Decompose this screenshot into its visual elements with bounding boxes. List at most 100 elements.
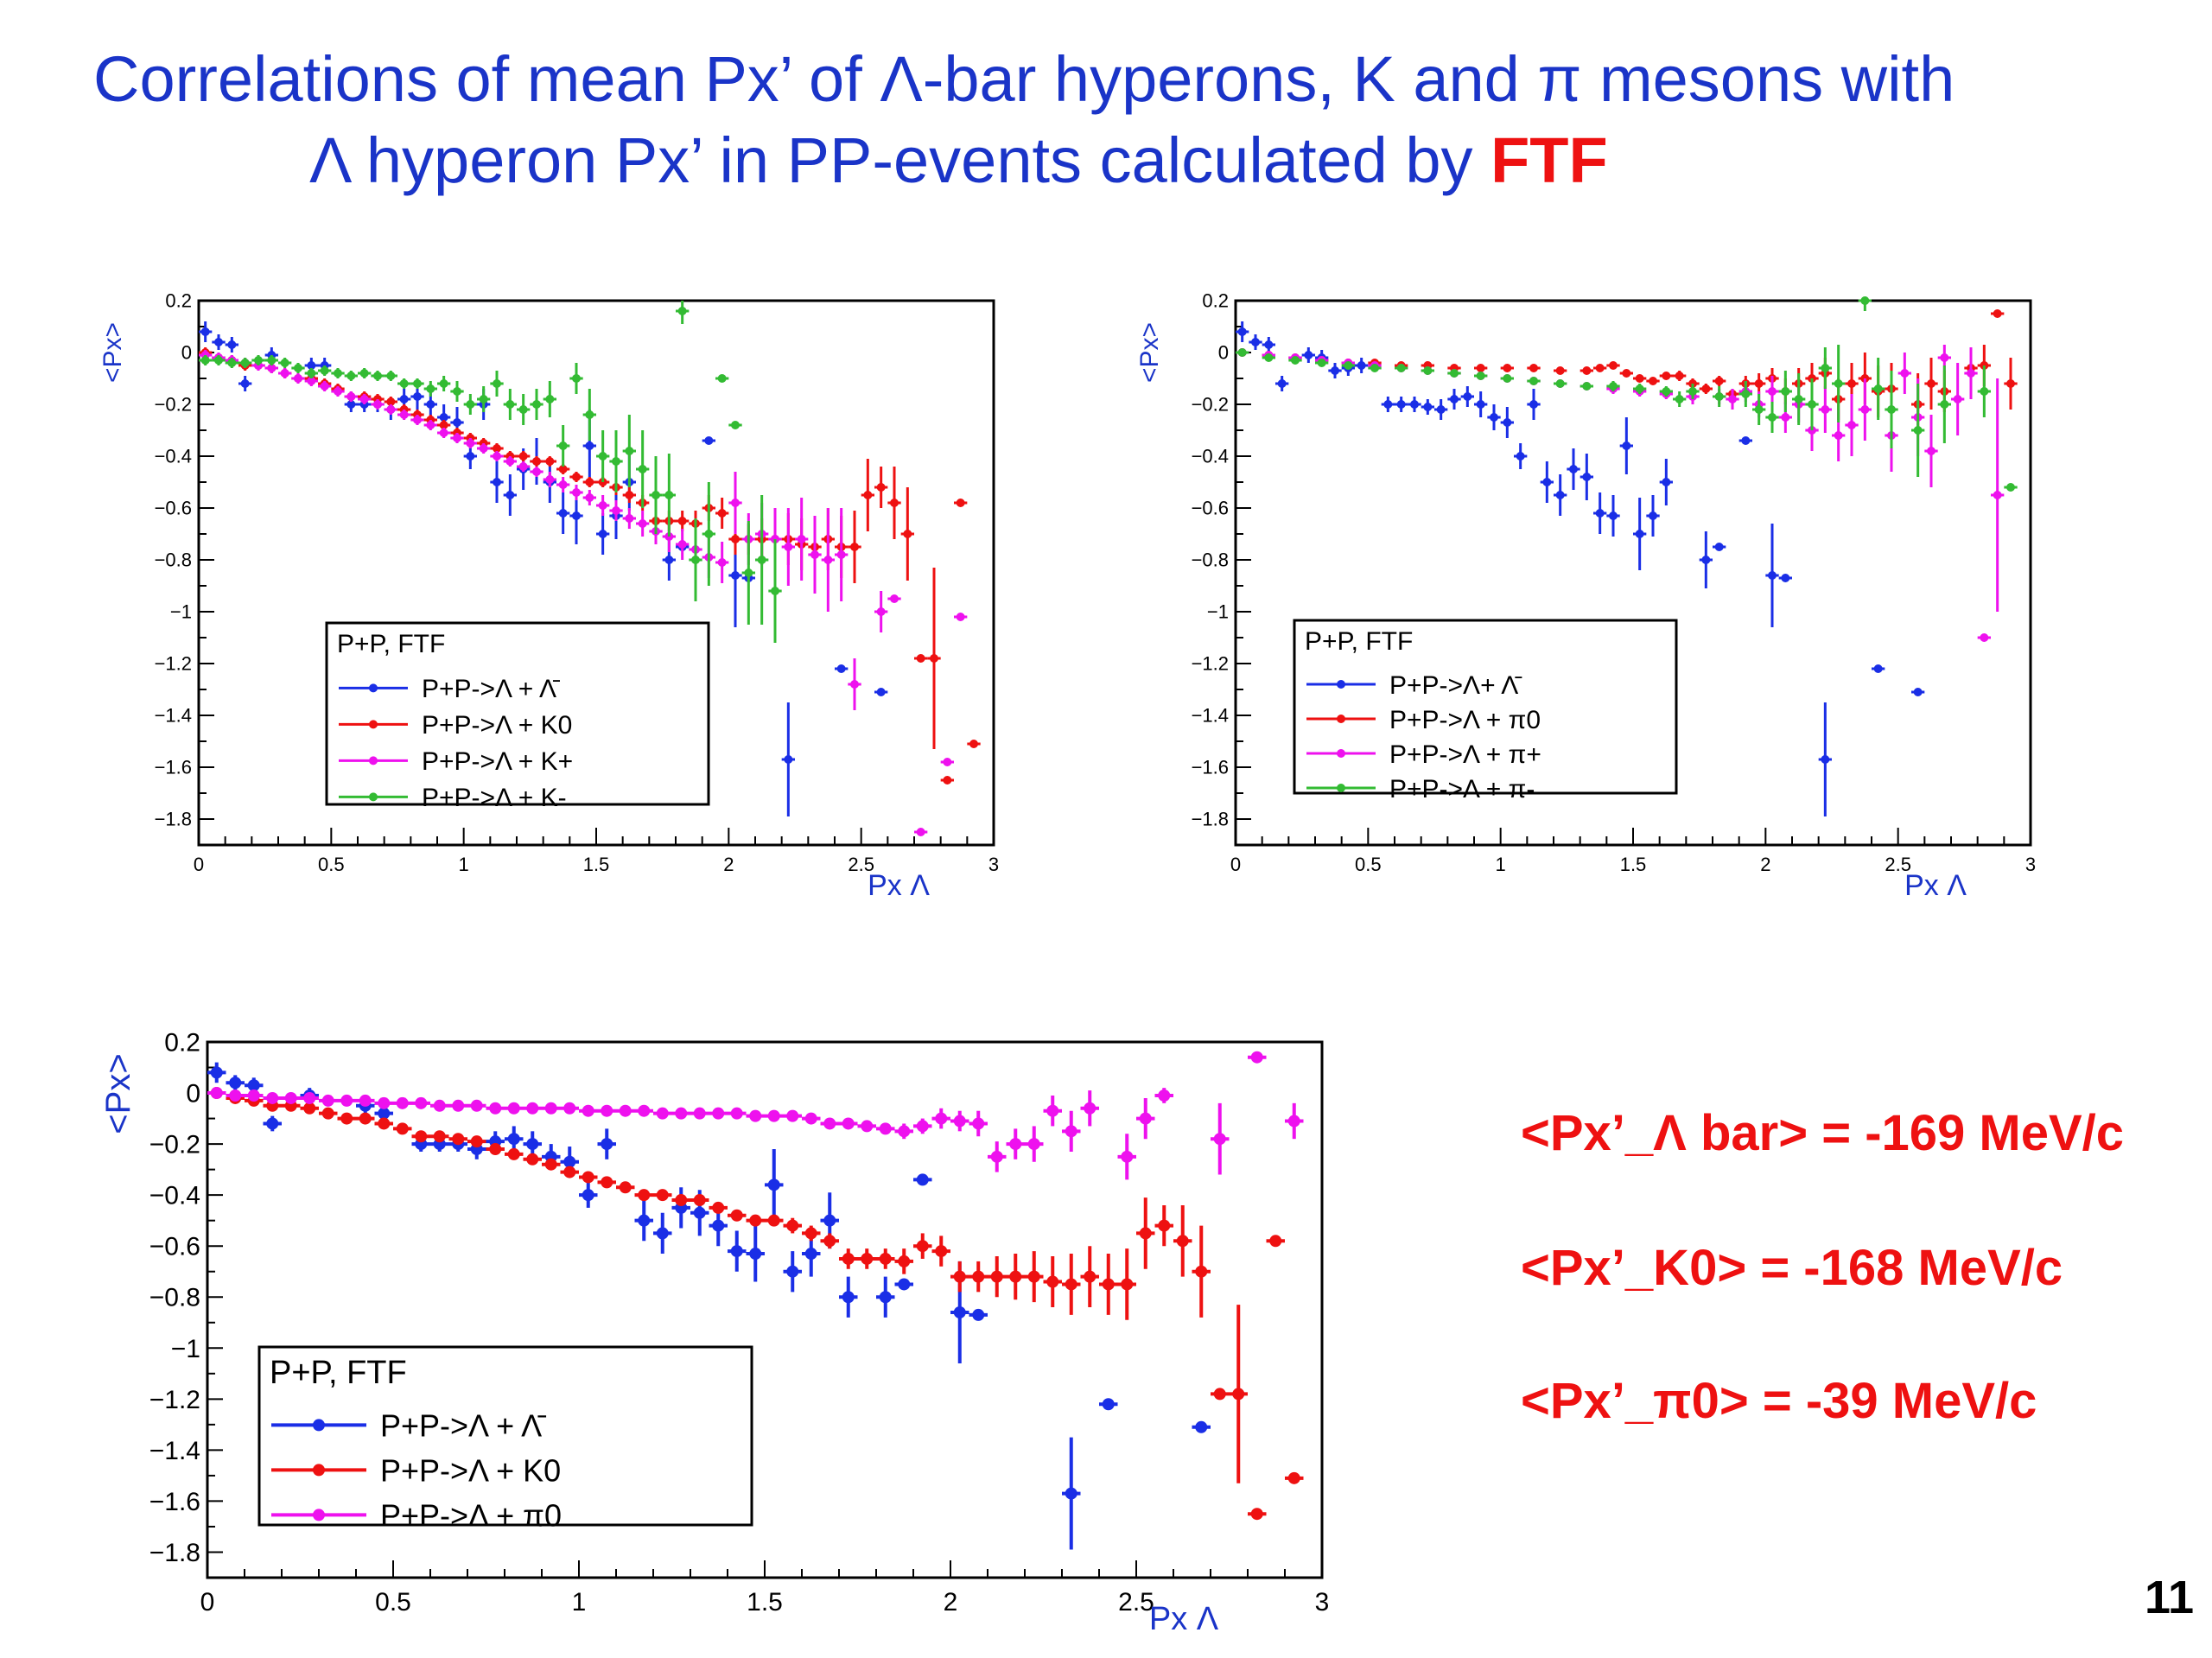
data-point: [264, 355, 278, 365]
data-point: [1738, 436, 1752, 445]
data-point: [622, 508, 636, 529]
y-tick-label: −0.4: [1192, 446, 1229, 467]
data-point: [1262, 353, 1275, 362]
data-point: [676, 301, 690, 324]
marker: [307, 369, 316, 378]
data-point: [490, 461, 504, 503]
data-point: [1099, 1398, 1118, 1411]
marker: [1195, 1265, 1208, 1278]
data-point: [1580, 454, 1593, 500]
data-point: [374, 1117, 393, 1130]
y-tick-label: −0.6: [1192, 498, 1229, 519]
marker: [677, 540, 687, 549]
data-point: [238, 376, 252, 391]
data-point: [1328, 363, 1342, 378]
data-point: [894, 1248, 913, 1274]
x-tick-label: 3: [1315, 1588, 1330, 1617]
marker: [1232, 1388, 1245, 1401]
marker: [1287, 1471, 1300, 1484]
marker: [346, 392, 356, 401]
data-point: [318, 381, 332, 391]
marker: [558, 465, 568, 473]
marker: [804, 1227, 817, 1240]
marker: [656, 1227, 669, 1240]
x-tick-label: 2.5: [1118, 1588, 1154, 1617]
data-point: [410, 384, 424, 410]
marker: [1609, 382, 1618, 391]
data-point: [689, 518, 702, 601]
marker: [505, 491, 515, 499]
data-point: [676, 529, 690, 560]
marker: [518, 405, 528, 414]
marker: [879, 1252, 892, 1265]
data-point: [556, 425, 570, 467]
marker: [916, 1120, 929, 1133]
marker: [638, 1104, 651, 1117]
data-point: [839, 1248, 858, 1269]
data-point: [503, 389, 517, 420]
marker: [518, 452, 528, 461]
marker: [598, 530, 607, 538]
marker: [656, 1107, 669, 1120]
marker: [804, 1248, 817, 1261]
marker: [943, 776, 952, 785]
marker: [452, 1133, 465, 1146]
y-tick-label: −1.4: [149, 1437, 200, 1465]
y-tick-label: −1.2: [1192, 653, 1229, 675]
marker: [879, 1291, 892, 1304]
data-point: [653, 1212, 672, 1255]
marker: [601, 1138, 613, 1151]
marker: [767, 1178, 780, 1191]
marker: [1213, 1388, 1226, 1401]
data-point: [411, 1096, 430, 1109]
marker: [1529, 377, 1538, 385]
y-axis-label: <Px>: [1135, 322, 1164, 383]
marker: [545, 395, 555, 403]
marker: [585, 410, 594, 419]
marker: [532, 400, 541, 409]
data-point: [448, 1133, 467, 1146]
marker: [797, 535, 806, 543]
legend-title: P+P, FTF: [270, 1355, 407, 1391]
marker: [1609, 511, 1618, 520]
y-axis-label: <Px>: [99, 322, 127, 383]
marker: [1396, 364, 1406, 372]
data-point: [671, 1107, 690, 1120]
data-point: [1043, 1096, 1062, 1127]
marker: [373, 372, 382, 380]
data-point: [467, 1135, 486, 1148]
data-point: [1964, 347, 1978, 399]
marker: [2006, 379, 2015, 388]
legend-entry: P+P->Λ+ Λ̄: [1389, 671, 1522, 700]
marker: [453, 387, 461, 396]
marker: [563, 1155, 576, 1168]
marker: [544, 1102, 557, 1115]
marker: [1741, 436, 1751, 445]
data-point: [1500, 374, 1514, 383]
slide-title-line1: Correlations of mean Px’ of Λ-bar hypero…: [93, 43, 1955, 115]
title-line2-prefix: Λ hyperon Px’ in PP-events calculated by: [309, 124, 1491, 196]
marker: [1595, 509, 1605, 518]
marker: [247, 1079, 260, 1092]
marker: [1569, 465, 1578, 473]
data-point: [1006, 1128, 1025, 1159]
data-point: [1447, 369, 1461, 378]
data-point: [430, 1130, 449, 1143]
y-axis-label: <Px>: [99, 1053, 137, 1134]
data-point: [319, 1107, 338, 1120]
legend-entry: P+P->Λ + π0: [380, 1497, 562, 1533]
marker: [214, 338, 223, 346]
marker: [972, 1117, 985, 1130]
data-point: [560, 1102, 579, 1115]
data-point: [226, 1089, 245, 1102]
data-point: [874, 591, 888, 632]
marker: [823, 1214, 836, 1227]
marker: [585, 493, 594, 502]
marker: [210, 1066, 223, 1079]
marker: [1754, 405, 1764, 414]
marker: [1834, 379, 1843, 388]
marker: [675, 1107, 688, 1120]
data-point: [1659, 459, 1673, 505]
data-point: [1858, 378, 1872, 441]
y-tick-label: −0.2: [1192, 394, 1229, 416]
